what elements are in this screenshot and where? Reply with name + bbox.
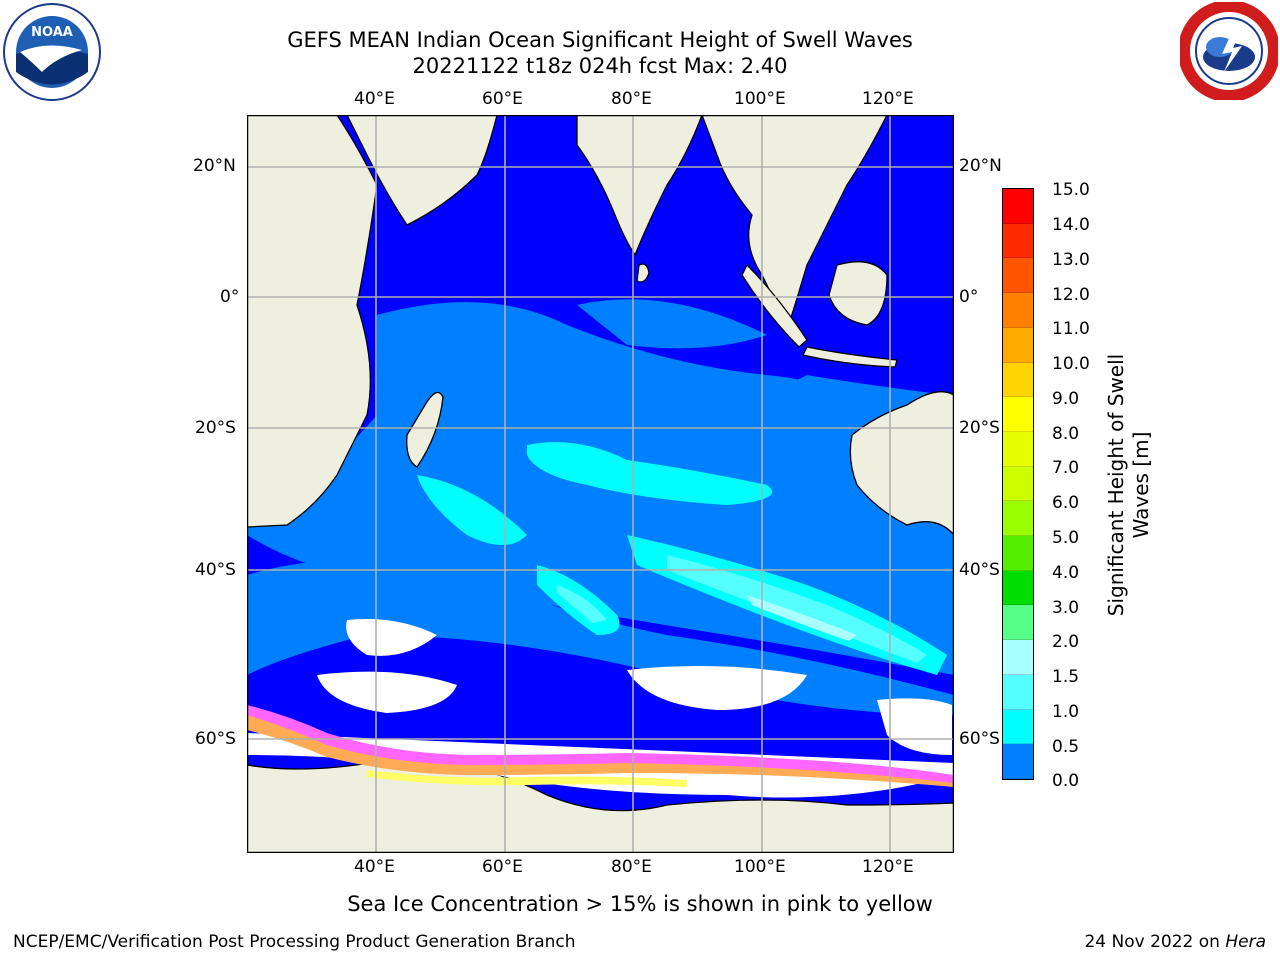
colorbar-segment <box>1003 536 1033 571</box>
sumatra <box>741 263 808 348</box>
footer-credit: NCEP/EMC/Verification Post Processing Pr… <box>13 932 576 952</box>
sri-lanka <box>636 263 650 283</box>
lon-label-bottom-40e: 40°E <box>354 857 395 877</box>
swell-band-15 <box>667 555 927 663</box>
colorbar-tick: 1.0 <box>1052 702 1080 722</box>
map-title: GEFS MEAN Indian Ocean Significant Heigh… <box>287 28 913 52</box>
lat-label-right-60s: 60°S <box>959 729 1000 749</box>
lat-label-left-20s: 20°S <box>195 418 236 438</box>
colorbar-segment <box>1003 605 1033 641</box>
swell-band-20 <box>747 595 857 641</box>
lat-label-right-20n: 20°N <box>959 156 1002 176</box>
swell-height-map <box>246 114 955 854</box>
footer-date-text: 24 Nov 2022 on <box>1084 932 1226 952</box>
java <box>802 346 898 368</box>
colorbar-segment <box>1003 570 1033 606</box>
colorbar-tick: 3.0 <box>1052 598 1080 618</box>
india <box>576 114 703 257</box>
lon-label-top-40e: 40°E <box>354 89 395 109</box>
lon-label-top-100e: 100°E <box>734 89 786 109</box>
colorbar-tick: 12.0 <box>1052 285 1090 305</box>
sea-ice-edge <box>247 705 954 787</box>
colorbar-tick: 11.0 <box>1052 319 1090 339</box>
colorbar-segment <box>1003 466 1033 502</box>
swell-band-10 <box>527 442 772 505</box>
colorbar-tick: 15.0 <box>1052 180 1090 200</box>
colorbar-tick: 2.0 <box>1052 632 1080 652</box>
lat-label-left-0: 0° <box>220 287 240 307</box>
noaa-logo-text: NOAA <box>31 25 73 40</box>
colorbar-segment <box>1003 709 1033 745</box>
colorbar-label-line1: Significant Height of Swell <box>1104 353 1128 617</box>
lat-label-right-20s: 20°S <box>959 418 1000 438</box>
colorbar-tick: 1.5 <box>1052 667 1080 687</box>
lat-label-right-0: 0° <box>959 287 979 307</box>
colorbar-segment <box>1003 293 1033 328</box>
colorbar-segment <box>1003 674 1033 710</box>
colorbar-label-line2: Waves [m] <box>1129 431 1153 539</box>
colorbar-segment <box>1003 362 1033 398</box>
colorbar-segment <box>1003 397 1033 432</box>
sea-ice-caption: Sea Ice Concentration > 15% is shown in … <box>347 892 933 916</box>
africa <box>246 114 378 528</box>
map-subtitle: 20221122 t18z 024h fcst Max: 2.40 <box>412 54 788 78</box>
land-masses <box>246 114 955 854</box>
footer-machine: Hera <box>1225 932 1266 952</box>
colorbar-tick: 6.0 <box>1052 493 1080 513</box>
lat-label-left-20n: 20°N <box>193 156 236 176</box>
colorbar-segment <box>1003 431 1033 467</box>
lon-label-top-80e: 80°E <box>611 89 652 109</box>
lon-label-top-60e: 60°E <box>482 89 523 109</box>
lon-label-bottom-100e: 100°E <box>734 857 786 877</box>
colorbar-tick: 7.0 <box>1052 458 1080 478</box>
colorbar-tick: 0.5 <box>1052 737 1080 757</box>
colorbar-segment <box>1003 189 1033 224</box>
colorbar-tick: 10.0 <box>1052 354 1090 374</box>
lon-label-bottom-80e: 80°E <box>611 857 652 877</box>
lon-label-bottom-120e: 120°E <box>862 857 914 877</box>
footer-date: 24 Nov 2022 on Hera <box>1084 932 1266 952</box>
colorbar-segment <box>1003 258 1033 294</box>
borneo <box>828 261 888 326</box>
lat-label-left-40s: 40°S <box>195 560 236 580</box>
map-panel <box>246 114 955 854</box>
colorbar-tick: 14.0 <box>1052 215 1090 235</box>
colorbar <box>1002 188 1034 780</box>
colorbar-tick: 0.0 <box>1052 771 1080 791</box>
lat-label-left-60s: 60°S <box>195 729 236 749</box>
nws-logo <box>1178 0 1280 102</box>
colorbar-tick: 9.0 <box>1052 389 1080 409</box>
noaa-logo: NOAA <box>2 2 102 102</box>
colorbar-tick: 8.0 <box>1052 424 1080 444</box>
madagascar <box>406 391 444 468</box>
colorbar-segment <box>1003 327 1033 363</box>
colorbar-segment <box>1003 744 1033 779</box>
colorbar-tick: 5.0 <box>1052 528 1080 548</box>
colorbar-segment <box>1003 223 1033 259</box>
colorbar-segment <box>1003 501 1033 537</box>
lon-label-bottom-60e: 60°E <box>482 857 523 877</box>
colorbar-segment <box>1003 640 1033 675</box>
graticule <box>247 115 954 853</box>
map-frame <box>246 114 955 854</box>
lon-label-top-120e: 120°E <box>862 89 914 109</box>
lat-label-right-40s: 40°S <box>959 560 1000 580</box>
colorbar-tick: 13.0 <box>1052 250 1090 270</box>
colorbar-tick: 4.0 <box>1052 563 1080 583</box>
arabia <box>345 114 498 226</box>
